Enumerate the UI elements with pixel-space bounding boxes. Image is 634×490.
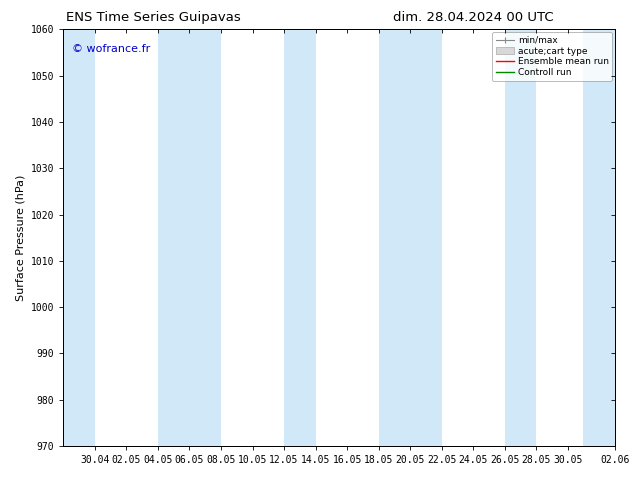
Bar bbox=[190, 29, 221, 446]
Bar bbox=[378, 29, 410, 446]
Text: © wofrance.fr: © wofrance.fr bbox=[72, 44, 150, 54]
Text: ENS Time Series Guipavas: ENS Time Series Guipavas bbox=[66, 11, 241, 24]
Bar bbox=[63, 29, 95, 446]
Bar bbox=[505, 29, 536, 446]
Bar bbox=[410, 29, 442, 446]
Text: dim. 28.04.2024 00 UTC: dim. 28.04.2024 00 UTC bbox=[393, 11, 553, 24]
Legend: min/max, acute;cart type, Ensemble mean run, Controll run: min/max, acute;cart type, Ensemble mean … bbox=[493, 32, 612, 81]
Bar bbox=[158, 29, 190, 446]
Bar bbox=[284, 29, 316, 446]
Bar bbox=[583, 29, 615, 446]
Y-axis label: Surface Pressure (hPa): Surface Pressure (hPa) bbox=[15, 174, 25, 301]
